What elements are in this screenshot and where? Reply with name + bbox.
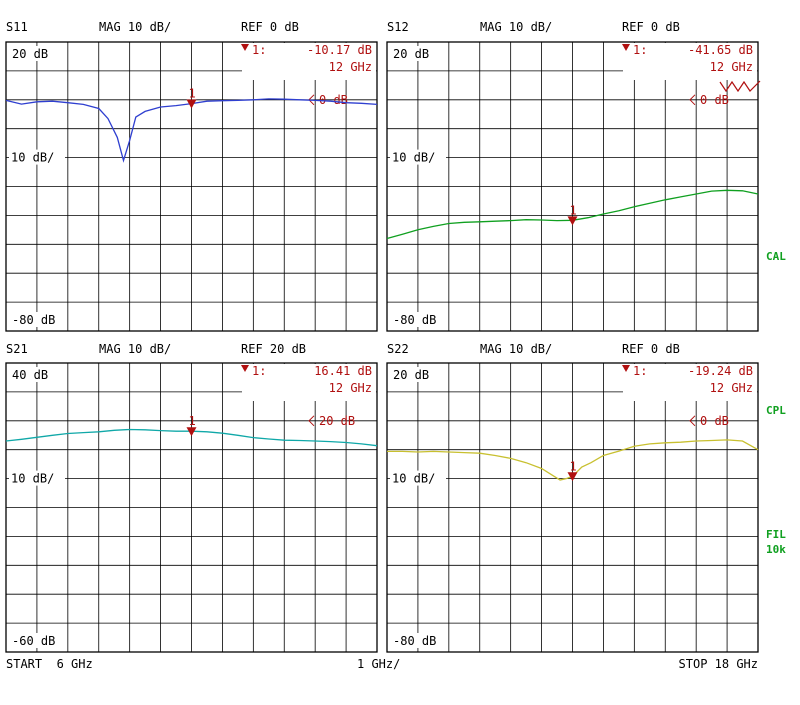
s22-trace <box>387 439 759 481</box>
s11-ref-level-label: 0 dB <box>319 93 348 107</box>
s21-marker-value: 16.41 dB <box>314 364 372 378</box>
s21-scale-label: MAG 10 dB/ <box>99 342 171 356</box>
s11-marker-value: -10.17 dB <box>307 43 372 57</box>
s12-mid-label-bg <box>390 149 446 165</box>
s21-mid-label-bg <box>9 470 65 486</box>
s22-ref-level-label: 0 dB <box>700 414 729 428</box>
s11-division-label: 10 dB/ <box>11 151 54 165</box>
s22-trace-marker-label: 1 <box>570 459 577 473</box>
s21-ref-header: REF 20 dB <box>241 342 306 356</box>
panel-s21: S21 MAG 10 dB/REF 20 dB 40 dB 10 dB/ -60 dB 1… <box>5 342 378 653</box>
s22-marker-box-bg <box>623 364 757 401</box>
side-label-10k: 10k <box>766 543 786 556</box>
s11-marker-index: 1: <box>252 43 266 57</box>
s22-marker-icon <box>622 365 630 372</box>
s21-title: S21 <box>6 342 28 356</box>
panel-s12: S12 MAG 10 dB/REF 0 dB 20 dB 10 dB/ -80 dB 1:… <box>386 20 761 332</box>
side-label-fil: FIL <box>766 528 786 541</box>
s12-ref-level-label: 0 dB <box>700 93 729 107</box>
s11-marker-box-bg <box>242 43 376 80</box>
s11-bottom-label-bg <box>9 312 65 327</box>
s21-bottom-label-bg <box>9 633 65 648</box>
s21-top-label-bg <box>9 367 53 382</box>
s12-marker-value: -41.65 dB <box>688 43 753 57</box>
s22-top-label-bg <box>390 367 434 382</box>
s21-division-label: 10 dB/ <box>11 472 54 486</box>
side-label-cpl: CPL <box>766 404 786 417</box>
s11-trace-marker-label: 1 <box>189 87 196 101</box>
s11-ref-header: REF 0 dB <box>241 20 299 34</box>
s12-grid <box>387 42 758 331</box>
s22-marker-frequency: 12 GHz <box>710 381 753 395</box>
s12-marker-box-bg <box>623 43 757 80</box>
s11-top-label-bg <box>9 46 53 61</box>
s22-marker-value: -19.24 dB <box>688 364 753 378</box>
footer-division: 1 GHz/ <box>357 657 400 671</box>
s22-grid <box>387 363 758 652</box>
s11-trace-marker <box>186 99 197 109</box>
s12-ref-header: REF 0 dB <box>622 20 680 34</box>
s12-ref-level-icon <box>689 94 696 106</box>
s12-top-label: 20 dB <box>393 47 429 61</box>
s21-ref-level-icon <box>308 415 315 427</box>
s12-title: S12 <box>387 20 409 34</box>
s22-bottom-label: -80 dB <box>393 634 436 648</box>
s11-scale-label: MAG 10 dB/ <box>99 20 171 34</box>
s11-trace <box>5 98 378 163</box>
footer-stop: STOP 18 GHz <box>679 657 758 671</box>
s22-marker-index: 1: <box>633 364 647 378</box>
s22-ref-header: REF 0 dB <box>622 342 680 356</box>
s22-ref-level-icon <box>689 415 696 427</box>
s21-marker-box-bg <box>242 364 376 401</box>
s12-top-label-bg <box>390 46 434 61</box>
s21-grid <box>6 363 377 652</box>
s12-trace-marker-label: 1 <box>570 203 577 217</box>
s21-ref-level-label: 20 dB <box>319 414 355 428</box>
s22-division-label: 10 dB/ <box>392 472 435 486</box>
s12-marker-frequency: 12 GHz <box>710 60 753 74</box>
panel-s11: S11 MAG 10 dB/REF 0 dB 20 dB 10 dB/ -80 dB 1:… <box>5 20 378 332</box>
s22-title: S22 <box>387 342 409 356</box>
s11-mid-label-bg <box>9 149 65 165</box>
s12-marker-icon <box>622 44 630 51</box>
s21-top-label: 40 dB <box>12 368 48 382</box>
s11-top-label: 20 dB <box>12 47 48 61</box>
s21-marker-frequency: 12 GHz <box>329 381 372 395</box>
s21-trace-marker <box>186 427 197 437</box>
s12-marker-index: 1: <box>633 43 647 57</box>
s11-marker-icon <box>241 44 249 51</box>
s21-marker-icon <box>241 365 249 372</box>
s12-bottom-label-bg <box>390 312 446 327</box>
s22-bottom-label-bg <box>390 633 446 648</box>
s21-bottom-label: -60 dB <box>12 634 55 648</box>
s11-title: S11 <box>6 20 28 34</box>
s21-marker-index: 1: <box>252 364 266 378</box>
s12-scale-label: MAG 10 dB/ <box>480 20 552 34</box>
footer-start: START 6 GHz <box>6 657 93 671</box>
side-label-cal: CAL <box>766 250 786 263</box>
s22-top-label: 20 dB <box>393 368 429 382</box>
s21-trace-marker-label: 1 <box>189 414 196 428</box>
s22-mid-label-bg <box>390 470 446 486</box>
s12-trace-marker <box>567 216 578 226</box>
s11-grid <box>6 42 377 331</box>
s11-bottom-label: -80 dB <box>12 313 55 327</box>
s12-division-label: 10 dB/ <box>392 151 435 165</box>
s22-scale-label: MAG 10 dB/ <box>480 342 552 356</box>
panel-s22: S22 MAG 10 dB/REF 0 dB 20 dB 10 dB/ -80 dB 1:… <box>386 342 759 653</box>
trace-overlay-icon <box>719 80 761 93</box>
s12-bottom-label: -80 dB <box>393 313 436 327</box>
s11-marker-frequency: 12 GHz <box>329 60 372 74</box>
s22-trace-marker <box>567 472 578 482</box>
